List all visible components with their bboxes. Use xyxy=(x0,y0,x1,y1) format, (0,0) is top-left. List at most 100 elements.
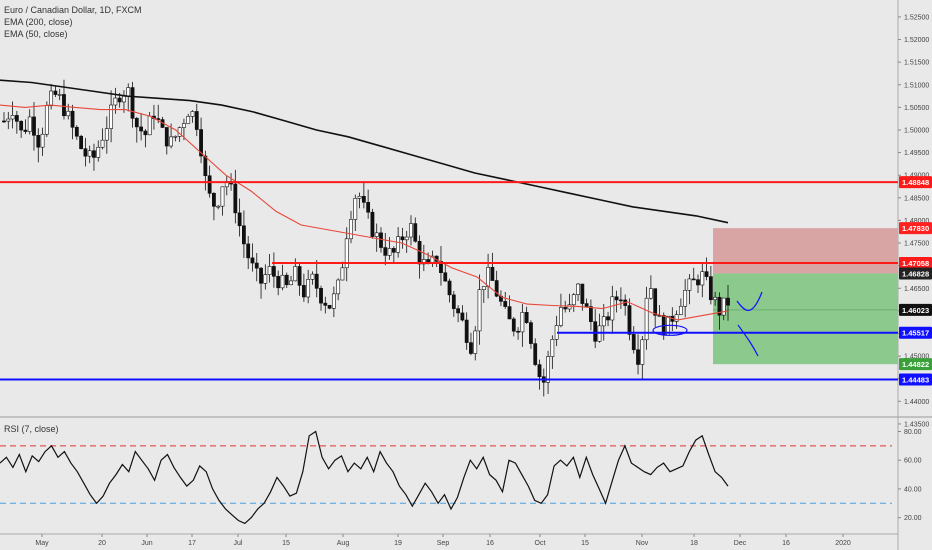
candle-body xyxy=(297,266,302,286)
candle-body xyxy=(451,294,456,309)
candle-body xyxy=(49,90,54,107)
entry-price-tag-label: 1.46828 xyxy=(902,269,929,278)
candle-body xyxy=(327,305,332,309)
candle-body xyxy=(601,316,606,327)
candle-body xyxy=(559,307,563,326)
candle-body xyxy=(280,274,285,289)
candle-body xyxy=(254,262,259,269)
candle-body xyxy=(284,274,289,286)
candle-body xyxy=(571,294,576,306)
candle-body xyxy=(186,116,191,124)
candle-body xyxy=(640,339,645,365)
time-tick-label: May xyxy=(35,540,49,547)
candle-body xyxy=(374,232,379,237)
candle-body xyxy=(207,175,212,194)
candle-body xyxy=(306,279,311,298)
candle-body xyxy=(96,146,101,158)
candle-body xyxy=(563,307,568,310)
candle-body xyxy=(164,127,169,147)
rsi-legend: RSI (7, close) xyxy=(4,424,59,434)
candle-body xyxy=(53,90,58,95)
candle-body xyxy=(481,286,486,290)
stop-price-tag xyxy=(899,222,932,235)
entry-price-tag xyxy=(899,267,932,280)
candle-body xyxy=(242,225,246,245)
rsi-pane xyxy=(0,420,898,532)
time-tick-label: Sep xyxy=(437,540,450,547)
candle-body xyxy=(293,266,298,282)
time-tick-label: 15 xyxy=(581,540,589,547)
candle-body xyxy=(169,136,173,147)
candle-body xyxy=(627,305,632,335)
candle-body xyxy=(533,343,538,365)
annotation-check-mark xyxy=(736,291,763,311)
candle-body xyxy=(66,110,71,117)
candle-body xyxy=(674,314,679,322)
candle-body xyxy=(62,94,66,117)
annotation-ellipse xyxy=(652,324,688,336)
candle-body xyxy=(721,297,726,316)
candle-body xyxy=(550,339,555,357)
time-tick-label: Dec xyxy=(734,540,747,547)
candle-body xyxy=(263,274,268,284)
candle-body xyxy=(314,273,319,289)
candle-body xyxy=(190,111,195,117)
candle-body xyxy=(104,128,109,141)
candle-body xyxy=(460,312,465,321)
annotation-arrow-down xyxy=(737,324,759,357)
candle-body xyxy=(387,248,392,256)
candle-body xyxy=(477,289,482,332)
candle-body xyxy=(361,196,366,203)
candle-body xyxy=(2,120,6,123)
price-tick-label: 1.50000 xyxy=(904,127,929,134)
candle-body xyxy=(653,288,658,316)
level-price-tag xyxy=(899,176,932,189)
ema200-line xyxy=(0,79,729,224)
candle-body xyxy=(631,334,636,351)
candle-body xyxy=(396,236,401,253)
candle-body xyxy=(520,312,525,333)
candle-body xyxy=(271,266,276,277)
time-tick-label: 20 xyxy=(98,540,106,547)
time-tick-label: Jun xyxy=(141,540,152,547)
candle-body xyxy=(717,296,722,316)
candle-body xyxy=(194,111,199,130)
candle-body xyxy=(366,202,371,213)
candle-body xyxy=(203,155,208,177)
candle-body xyxy=(704,271,709,277)
candle-body xyxy=(36,135,41,148)
price-tick-label: 1.47500 xyxy=(904,241,929,248)
time-tick-label: 19 xyxy=(394,540,402,547)
candle-body xyxy=(494,280,499,297)
candle-body xyxy=(40,133,45,148)
candle-body xyxy=(130,87,135,119)
candle-body xyxy=(503,301,508,307)
candle-body xyxy=(79,135,84,149)
candle-body xyxy=(700,271,705,286)
candle-body xyxy=(92,150,96,158)
candle-body xyxy=(10,115,15,120)
candle-body xyxy=(507,306,512,320)
last-price-tag xyxy=(899,303,932,316)
candle-body xyxy=(344,238,349,269)
candle-body xyxy=(696,279,700,286)
rsi-line xyxy=(0,430,729,525)
rsi-tick-label: 20.00 xyxy=(904,515,922,522)
price-tick-label: 1.48500 xyxy=(904,195,929,202)
level-price-tag-label: 1.47058 xyxy=(902,259,929,268)
ema200-legend: EMA (200, close) xyxy=(4,17,73,27)
candle-body xyxy=(683,290,688,307)
time-tick-label: 16 xyxy=(486,540,494,547)
candle-body xyxy=(567,304,572,310)
candle-body xyxy=(276,276,281,289)
candle-body xyxy=(584,303,589,307)
candle-body xyxy=(134,118,139,128)
candle-body xyxy=(319,288,323,304)
candle-body xyxy=(486,267,490,287)
time-tick-label: Aug xyxy=(337,540,350,547)
candle-body xyxy=(357,196,362,199)
candle-body xyxy=(233,183,238,214)
candle-body xyxy=(220,186,225,207)
